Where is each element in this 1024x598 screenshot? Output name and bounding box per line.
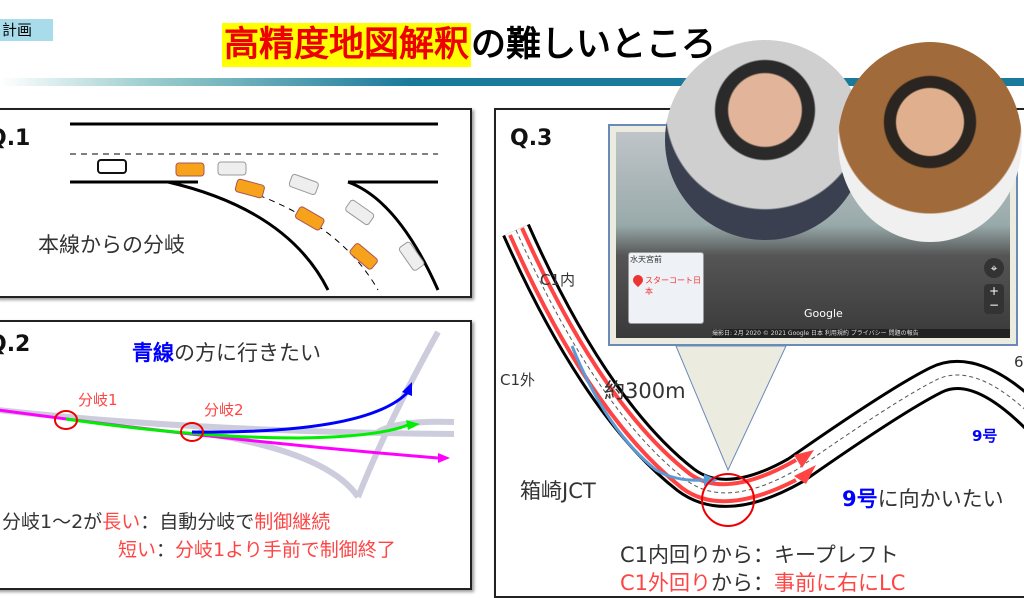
zoom-controls[interactable]: + −: [984, 284, 1004, 314]
portrait-left: [665, 40, 865, 240]
goal-text: の方に行きたい: [174, 341, 321, 365]
jct-label: 箱崎JCT: [520, 479, 596, 503]
q3-edge-number: 6: [1014, 353, 1024, 371]
q3-goal: 9号に向かいたい: [842, 487, 1004, 511]
google-logo: Google: [804, 307, 843, 320]
green-route: [65, 417, 409, 440]
section-tag: 計画: [0, 19, 53, 41]
branch2-marker: [180, 422, 204, 442]
q1-caption: 本線からの分岐: [38, 233, 185, 257]
q2-line1: 分岐1〜2が長い：自動分岐で制御継続: [2, 511, 331, 533]
c1-outer-label: C1外: [500, 371, 536, 389]
q2-panel: Q.2 青線の方に行きたい 分岐1 分岐2 分岐1〜2が長い：自動分岐で制御継続…: [0, 320, 472, 590]
distance-arrow: [570, 345, 707, 482]
branch1-marker: [54, 410, 78, 430]
portrait-right: [838, 42, 1022, 242]
q2-route-diagram: [0, 330, 455, 499]
q1-panel: Q.1 本線からの分岐: [0, 108, 472, 298]
title-rest: の難しいところ: [471, 25, 717, 65]
title-highlight: 高精度地図解釈: [222, 23, 472, 67]
branch2-label: 分岐2: [204, 401, 244, 419]
compass-icon[interactable]: ⌖: [984, 258, 1004, 278]
minimap[interactable]: 水天宮前 スターコート日本: [628, 252, 704, 324]
q2-goal: 青線の方に行きたい: [132, 341, 321, 365]
slide-title: 高精度地図解釈の難しいところ: [222, 16, 716, 67]
branch1-label: 分岐1: [78, 391, 118, 409]
q3-label: Q.3: [510, 126, 553, 151]
place-label: スターコート日本: [645, 276, 701, 296]
map-pin-icon: [630, 272, 646, 288]
streetview-footer: 撮影日: 2月 2020 © 2021 Google 日本 利用規約 プライバシ…: [712, 329, 1010, 338]
station-label: 水天宮前: [630, 255, 662, 264]
jct-marker: [701, 473, 755, 527]
q3-line2: C1外回りから：事前に右にLC: [620, 571, 906, 595]
route9-label: 9号: [972, 427, 998, 445]
q2-label: Q.2: [0, 332, 31, 357]
q3-junction-diagram: [502, 223, 1024, 527]
magenta-route: [0, 408, 439, 460]
distance-label: 約300m: [604, 379, 686, 403]
blue-line-label: 青線: [132, 341, 174, 365]
q2-line2: 短い：分岐1より手前で制御終了: [118, 539, 396, 561]
title-divider: [0, 78, 1024, 86]
q1-branch-diagram: [70, 122, 440, 291]
q1-label: Q.1: [0, 126, 31, 151]
blue-route: [191, 390, 410, 434]
c1-inner-label: C1内: [540, 271, 576, 289]
q3-line1: C1内回りから：キープレフト: [620, 543, 899, 567]
callout-pointer: [675, 345, 787, 472]
